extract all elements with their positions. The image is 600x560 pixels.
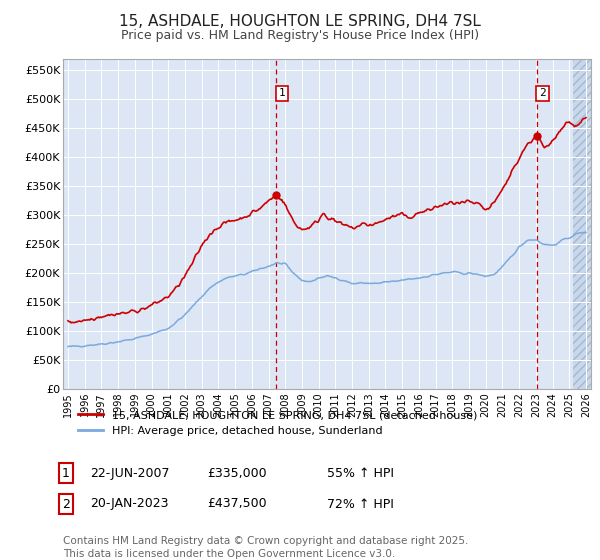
Text: 2: 2 <box>539 88 546 99</box>
Text: Contains HM Land Registry data © Crown copyright and database right 2025.: Contains HM Land Registry data © Crown c… <box>63 536 469 547</box>
Text: £335,000: £335,000 <box>207 466 266 480</box>
Text: Price paid vs. HM Land Registry's House Price Index (HPI): Price paid vs. HM Land Registry's House … <box>121 29 479 42</box>
Text: 15, ASHDALE, HOUGHTON LE SPRING, DH4 7SL: 15, ASHDALE, HOUGHTON LE SPRING, DH4 7SL <box>119 14 481 29</box>
Text: 1: 1 <box>279 88 286 99</box>
Text: 55% ↑ HPI: 55% ↑ HPI <box>327 466 394 480</box>
Legend: 15, ASHDALE, HOUGHTON LE SPRING, DH4 7SL (detached house), HPI: Average price, d: 15, ASHDALE, HOUGHTON LE SPRING, DH4 7SL… <box>74 405 481 440</box>
Text: 22-JUN-2007: 22-JUN-2007 <box>90 466 170 480</box>
Text: This data is licensed under the Open Government Licence v3.0.: This data is licensed under the Open Gov… <box>63 549 395 559</box>
Text: £437,500: £437,500 <box>207 497 266 511</box>
Text: 20-JAN-2023: 20-JAN-2023 <box>90 497 169 511</box>
Text: 2: 2 <box>62 497 70 511</box>
Text: 1: 1 <box>62 466 70 480</box>
Text: 72% ↑ HPI: 72% ↑ HPI <box>327 497 394 511</box>
